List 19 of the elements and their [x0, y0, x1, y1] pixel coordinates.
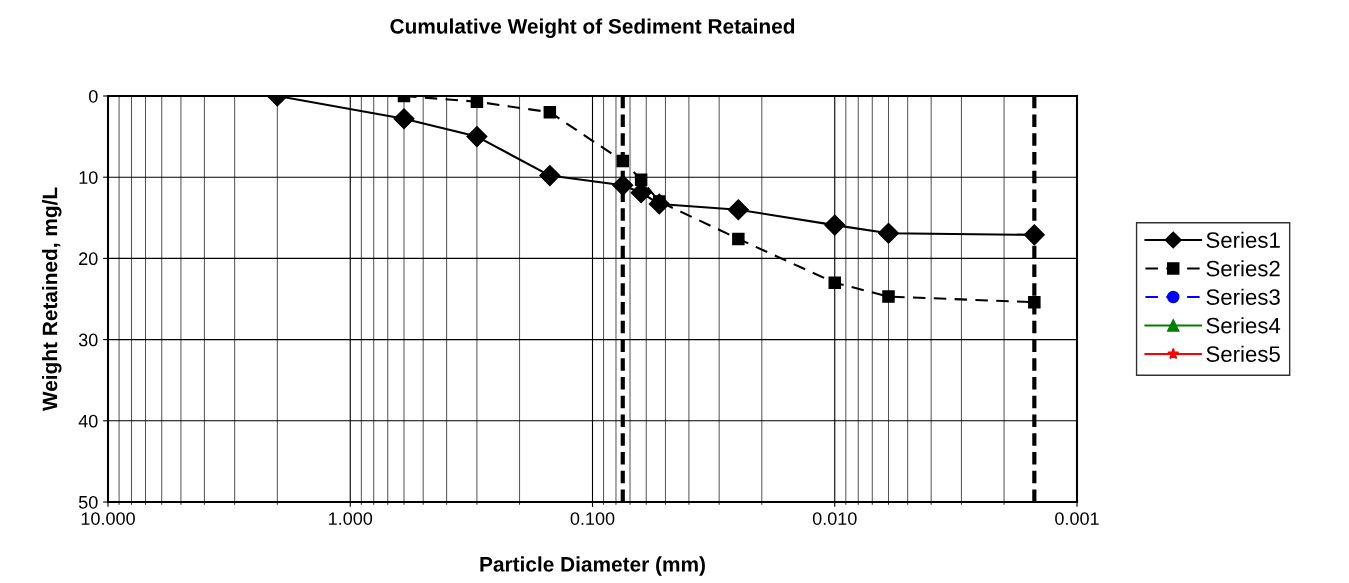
chart-title: Cumulative Weight of Sediment Retained	[390, 18, 795, 38]
y-tick-label: 40	[78, 414, 98, 428]
legend-label: Series1	[1206, 231, 1280, 248]
x-axis-title: Particle Diameter (mm)	[480, 556, 705, 576]
x-tick-label: 10.000	[81, 512, 135, 525]
x-tick-label: 0.001	[1055, 512, 1099, 525]
y-tick-label: 30	[78, 333, 98, 347]
y-tick-label: 20	[79, 252, 98, 266]
y-tick-label: 50	[78, 495, 98, 509]
x-tick-label: 1.000	[329, 512, 373, 525]
y-axis-title: Weight Retained, mg/L	[42, 187, 62, 412]
x-tick-label: 0.100	[570, 512, 615, 525]
legend-label: Series2	[1206, 260, 1280, 277]
legend-label: Series3	[1206, 288, 1280, 305]
legend-label: Series5	[1206, 345, 1280, 362]
x-tick-label: 0.010	[812, 512, 857, 525]
y-tick-label: 0	[88, 89, 98, 103]
y-tick-label: 10	[79, 171, 98, 184]
legend-label: Series4	[1206, 317, 1281, 334]
